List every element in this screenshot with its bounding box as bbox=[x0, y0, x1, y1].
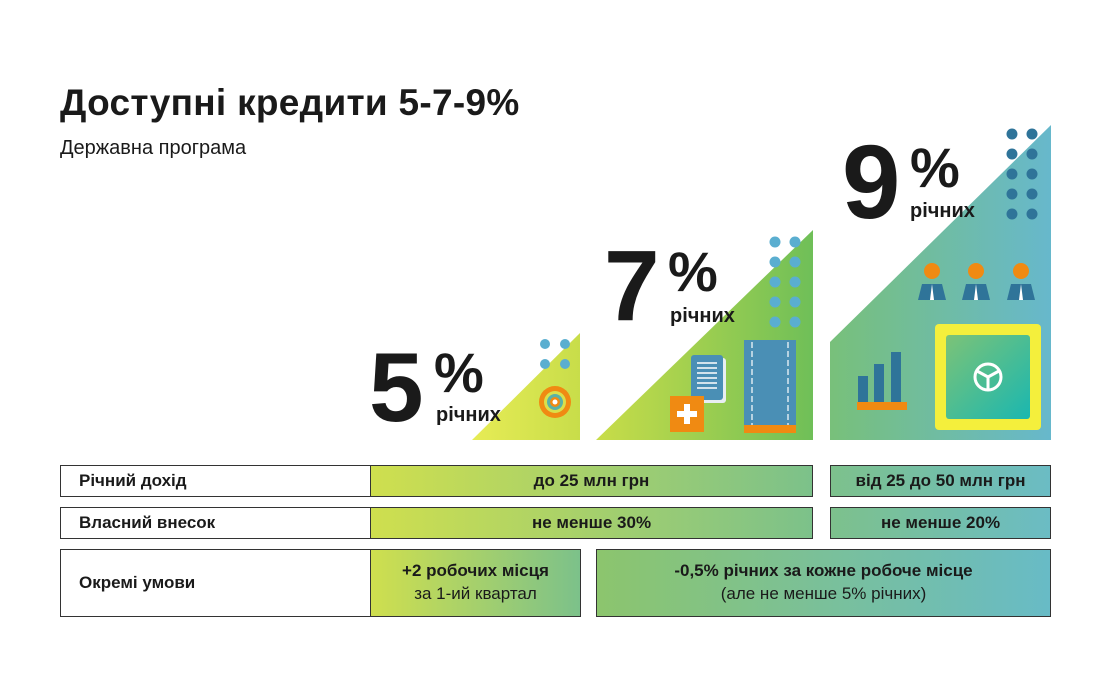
plus-icon bbox=[670, 396, 704, 432]
row-label-annual-income: Річний дохід bbox=[60, 465, 371, 497]
rate-9-label: річних bbox=[910, 200, 975, 222]
special-condition-7-9-line1: -0,5% річних за кожне робоче місце bbox=[674, 561, 973, 581]
rate-steps-graphic bbox=[472, 125, 1051, 440]
annual-income-9: від 25 до 50 млн грн bbox=[830, 465, 1051, 497]
target-icon bbox=[539, 386, 571, 418]
rate-5-percent: % bbox=[434, 341, 484, 404]
page-subtitle: Державна програма bbox=[60, 137, 247, 159]
rate-7-percent: % bbox=[668, 240, 718, 303]
safe-icon bbox=[935, 324, 1041, 430]
dots-icon bbox=[769, 236, 801, 328]
coin-stack-icon bbox=[744, 340, 796, 433]
rate-9-value: 9 bbox=[842, 124, 901, 241]
dots-icon bbox=[1006, 128, 1038, 220]
row-label-special-conditions: Окремі умови bbox=[60, 549, 371, 617]
rate-5-label: річних bbox=[436, 404, 501, 426]
special-condition-5-line1: +2 робочих місця bbox=[402, 561, 549, 581]
row-label-own-contribution: Власний внесок bbox=[60, 507, 371, 539]
document-icon bbox=[691, 355, 726, 403]
special-condition-7-9-line2: (але не менше 5% річних) bbox=[720, 584, 927, 603]
own-contribution-5-7: не менше 30% bbox=[370, 507, 813, 539]
rate-7-value: 7 bbox=[604, 230, 660, 342]
special-condition-5: +2 робочих місця за 1-ий квартал bbox=[370, 549, 581, 617]
special-condition-5-line2: за 1-ий квартал bbox=[414, 584, 537, 603]
dots-icon bbox=[540, 339, 570, 369]
rate-9-percent: % bbox=[910, 136, 960, 199]
annual-income-5-7: до 25 млн грн bbox=[370, 465, 813, 497]
rate-5-value: 5 bbox=[369, 332, 424, 442]
own-contribution-9: не менше 20% bbox=[830, 507, 1051, 539]
bar-chart-icon bbox=[857, 352, 907, 410]
special-condition-7-9: -0,5% річних за кожне робоче місце (але … bbox=[596, 549, 1051, 617]
rate-7-label: річних bbox=[670, 305, 735, 327]
people-icon bbox=[918, 263, 1035, 300]
page-title: Доступні кредити 5-7-9% bbox=[60, 82, 520, 123]
